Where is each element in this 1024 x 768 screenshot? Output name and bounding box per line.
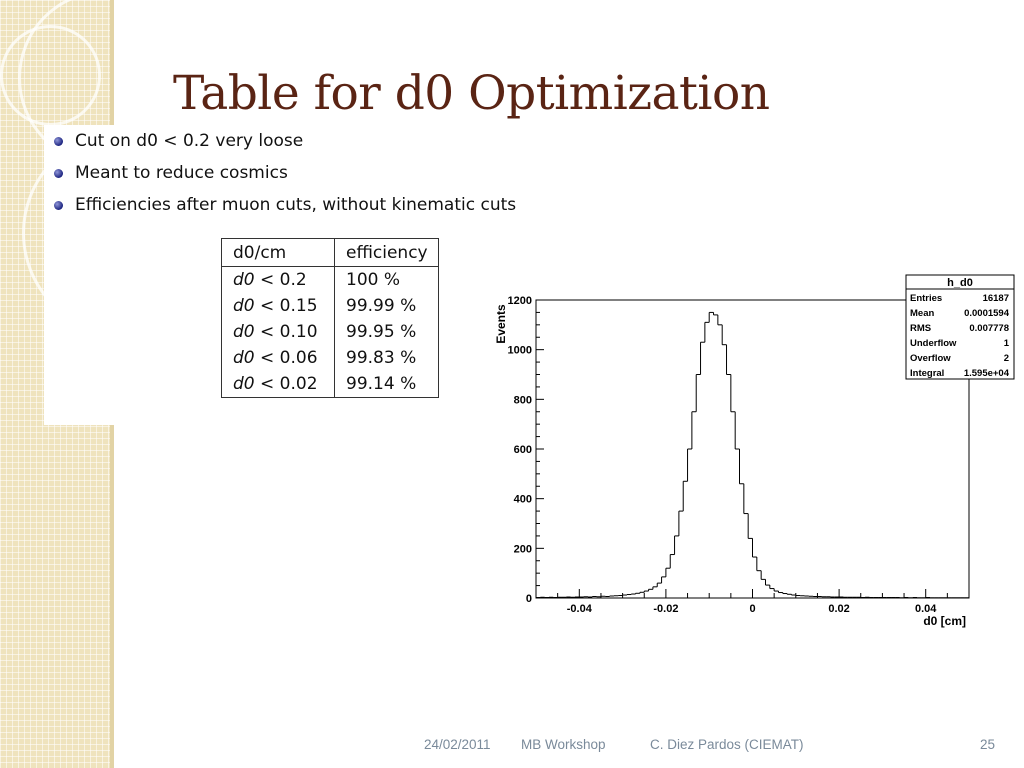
- y-tick-label: 1000: [508, 345, 532, 357]
- stats-label: Entries: [910, 293, 942, 304]
- d0-histogram: 0 200 400 600 800 1000 1200 -0.04 -0.02 0 0.02 0.04…: [488, 268, 1018, 638]
- bullet-item: Meant to reduce cosmics: [54, 160, 516, 192]
- stats-box-title: h_d0: [947, 277, 973, 289]
- footer-page-number: 25: [980, 737, 996, 752]
- table-row: d0 < 0.10 99.95 %: [221, 319, 439, 345]
- efficiency-table: d0/cm efficiency d0 < 0.2 100 % d0 < 0.1…: [221, 238, 439, 398]
- y-tick-label: 1200: [508, 295, 532, 307]
- table-row: d0 < 0.06 99.83 %: [221, 345, 439, 371]
- stats-value: 0.007778: [969, 323, 1009, 334]
- bullet-dot-icon: [54, 169, 63, 178]
- bullet-dot-icon: [54, 201, 63, 210]
- bullet-item: Efficiencies after muon cuts, without ki…: [54, 192, 516, 224]
- cut-cell: d0 < 0.10: [221, 319, 335, 345]
- efficiency-cell: 100 %: [346, 270, 401, 290]
- stats-value: 2: [1004, 353, 1009, 364]
- y-tick-label: 800: [514, 394, 532, 406]
- bullet-text: Meant to reduce cosmics: [75, 163, 288, 183]
- stats-box-frame: [905, 274, 1015, 380]
- x-tick-label: 0.04: [915, 603, 937, 615]
- y-tick-label: 400: [514, 494, 532, 506]
- stats-label: Overflow: [910, 353, 951, 364]
- x-tick-label: -0.02: [653, 603, 678, 615]
- y-tick-label: 0: [526, 593, 532, 605]
- y-tick-label: 600: [514, 444, 532, 456]
- footer-author: C. Diez Pardos (CIEMAT): [650, 737, 804, 752]
- footer-date: 24/02/2011: [424, 737, 491, 752]
- stats-label: Mean: [910, 308, 934, 319]
- y-axis-label: Events: [494, 304, 508, 344]
- stats-label: RMS: [910, 323, 931, 334]
- cut-cell: d0 < 0.02: [221, 371, 335, 398]
- cut-cell: d0 < 0.15: [221, 293, 335, 319]
- table-header-row: d0/cm efficiency: [221, 238, 439, 267]
- efficiency-cell: 99.14 %: [346, 374, 417, 394]
- y-tick-label: 200: [514, 543, 532, 555]
- x-tick-label: 0: [749, 603, 755, 615]
- bullet-list: Cut on d0 < 0.2 very loose Meant to redu…: [54, 128, 516, 224]
- slide-title: Table for d0 Optimization: [173, 66, 770, 121]
- bullet-dot-icon: [54, 137, 63, 146]
- column-header-efficiency: efficiency: [334, 238, 439, 267]
- stats-value: 16187: [983, 293, 1009, 304]
- column-header-d0: d0/cm: [221, 238, 335, 267]
- stats-value: 0.0001594: [964, 308, 1010, 319]
- table-row: d0 < 0.02 99.14 %: [221, 371, 439, 398]
- efficiency-cell: 99.99 %: [346, 296, 417, 316]
- stats-label: Underflow: [910, 338, 957, 349]
- x-tick-label: 0.02: [828, 603, 849, 615]
- efficiency-cell: 99.95 %: [346, 322, 417, 342]
- stats-value: 1.595e+04: [964, 368, 1010, 379]
- x-tick-label: -0.04: [567, 603, 593, 615]
- decorative-ring: [0, 25, 101, 126]
- bullet-item: Cut on d0 < 0.2 very loose: [54, 128, 516, 160]
- bullet-text: Efficiencies after muon cuts, without ki…: [75, 195, 517, 215]
- bullet-text: Cut on d0 < 0.2 very loose: [75, 131, 304, 151]
- efficiency-cell: 99.83 %: [346, 348, 417, 368]
- cut-cell: d0 < 0.06: [221, 345, 335, 371]
- table-row: d0 < 0.15 99.99 %: [221, 293, 439, 319]
- table-row: d0 < 0.2 100 %: [221, 266, 439, 293]
- x-axis-label: d0 [cm]: [923, 614, 966, 628]
- stats-value: 1: [1004, 338, 1010, 349]
- footer-event: MB Workshop: [521, 737, 606, 752]
- cut-cell: d0 < 0.2: [221, 266, 335, 293]
- stats-box: h_d0 Entries 16187 Mean 0.0001594 RMS 0.00777…: [905, 274, 1015, 380]
- stats-label: Integral: [910, 368, 944, 379]
